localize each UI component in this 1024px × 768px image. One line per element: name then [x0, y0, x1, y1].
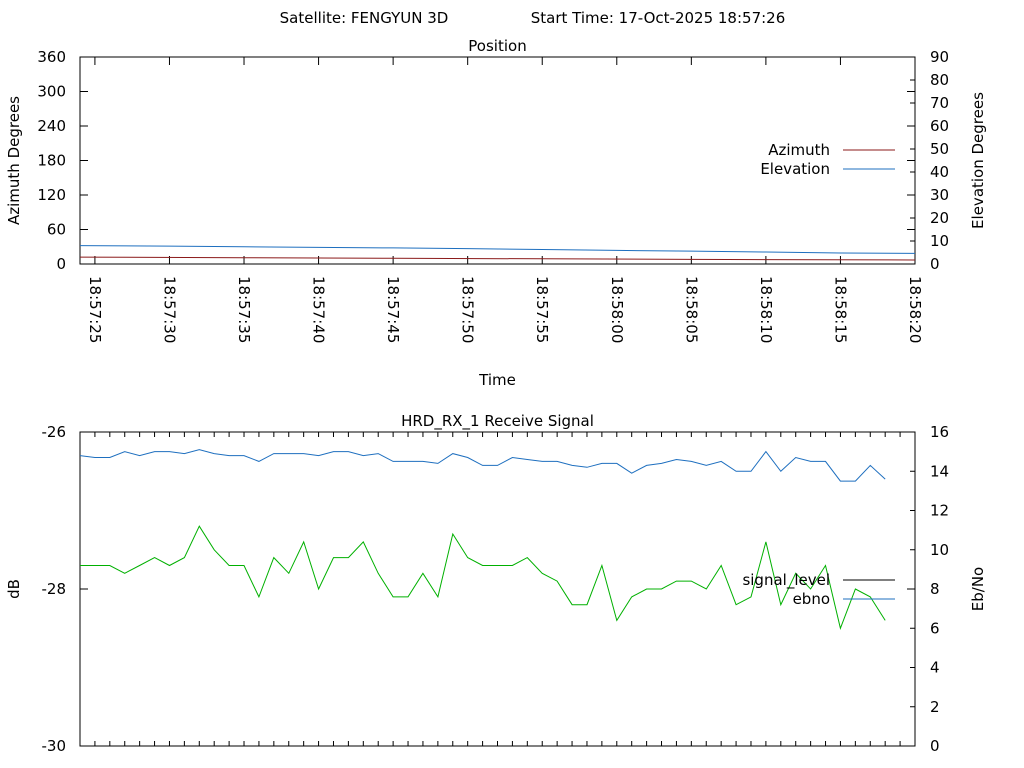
series-line-unnamed — [80, 525, 886, 630]
y2-axis-label: Eb/No — [969, 567, 987, 611]
start-time-label: Start Time: 17-Oct-2025 18:57:26 — [531, 9, 786, 27]
y-axis-label: Azimuth Degrees — [5, 96, 23, 225]
y-tick-label: -26 — [42, 423, 67, 441]
y2-axis-label: Elevation Degrees — [969, 92, 987, 229]
x-tick-label: 18:58:05 — [682, 276, 700, 343]
y2-tick-label: 20 — [930, 209, 949, 227]
y2-tick-label: 10 — [930, 232, 949, 250]
y-axis-label: dB — [5, 579, 23, 599]
chart-title: HRD_RX_1 Receive Signal — [401, 412, 594, 431]
y-tick-label: 360 — [37, 48, 66, 66]
y2-tick-label: 40 — [930, 163, 949, 181]
y2-tick-label: 16 — [930, 423, 949, 441]
series-line-azimuth — [79, 256, 916, 261]
x-axis-label: Time — [478, 371, 516, 389]
y-tick-label: 120 — [37, 186, 66, 204]
y-tick-label: 300 — [37, 83, 66, 101]
y2-tick-label: 80 — [930, 71, 949, 89]
y2-tick-label: 30 — [930, 186, 949, 204]
y2-tick-label: 50 — [930, 140, 949, 158]
legend-label: signal_level — [742, 571, 830, 590]
y2-tick-label: 10 — [930, 541, 949, 559]
receive-signal-chart: HRD_RX_1 Receive Signal -30 -28 -26 0 2 4 6 8 10 1… — [5, 412, 987, 755]
x-tick-label: 18:57:25 — [86, 276, 104, 343]
y2-tick-label: 60 — [930, 117, 949, 135]
y2-tick-label: 0 — [930, 255, 940, 273]
y2-tick-label: 14 — [930, 462, 949, 480]
y2-tick-label: 4 — [930, 659, 940, 677]
x-tick-label: 18:57:30 — [160, 276, 178, 343]
y-tick-label: -30 — [42, 737, 67, 755]
legend-label: Azimuth — [768, 141, 830, 159]
y-tick-label: -28 — [42, 580, 67, 598]
legend-label: Elevation — [760, 160, 830, 178]
plot-frame — [79, 431, 916, 747]
chart-title: Position — [468, 37, 526, 55]
legend-label: ebno — [793, 590, 830, 608]
y-tick-label: 60 — [47, 221, 66, 239]
series-line-ebno — [79, 449, 886, 482]
x-tick-label: 18:57:55 — [533, 276, 551, 343]
x-tick-label: 18:57:35 — [235, 276, 253, 343]
y2-tick-label: 12 — [930, 502, 949, 520]
y2-tick-label: 6 — [930, 619, 940, 637]
y2-tick-label: 8 — [930, 580, 940, 598]
y-tick-label: 0 — [56, 255, 66, 273]
y2-tick-label: 90 — [930, 48, 949, 66]
y-tick-label: 180 — [37, 152, 66, 170]
x-tick-label: 18:58:15 — [831, 276, 849, 343]
x-tick-label: 18:57:45 — [384, 276, 402, 343]
x-tick-label: 18:57:50 — [459, 276, 477, 343]
y2-tick-label: 70 — [930, 94, 949, 112]
series-line-elevation — [79, 245, 916, 254]
y2-tick-label: 2 — [930, 698, 940, 716]
satellite-label: Satellite: FENGYUN 3D — [280, 9, 449, 27]
x-tick-label: 18:58:20 — [906, 276, 924, 343]
x-tick-label: 18:57:40 — [310, 276, 328, 343]
y-tick-label: 240 — [37, 117, 66, 135]
x-tick-label: 18:58:00 — [608, 276, 626, 343]
y2-tick-label: 0 — [930, 737, 940, 755]
x-tick-label: 18:58:10 — [757, 276, 775, 343]
position-chart: Position 0 60 120 180 240 300 360 0 10 20 30 40 50 60 7… — [5, 37, 987, 389]
